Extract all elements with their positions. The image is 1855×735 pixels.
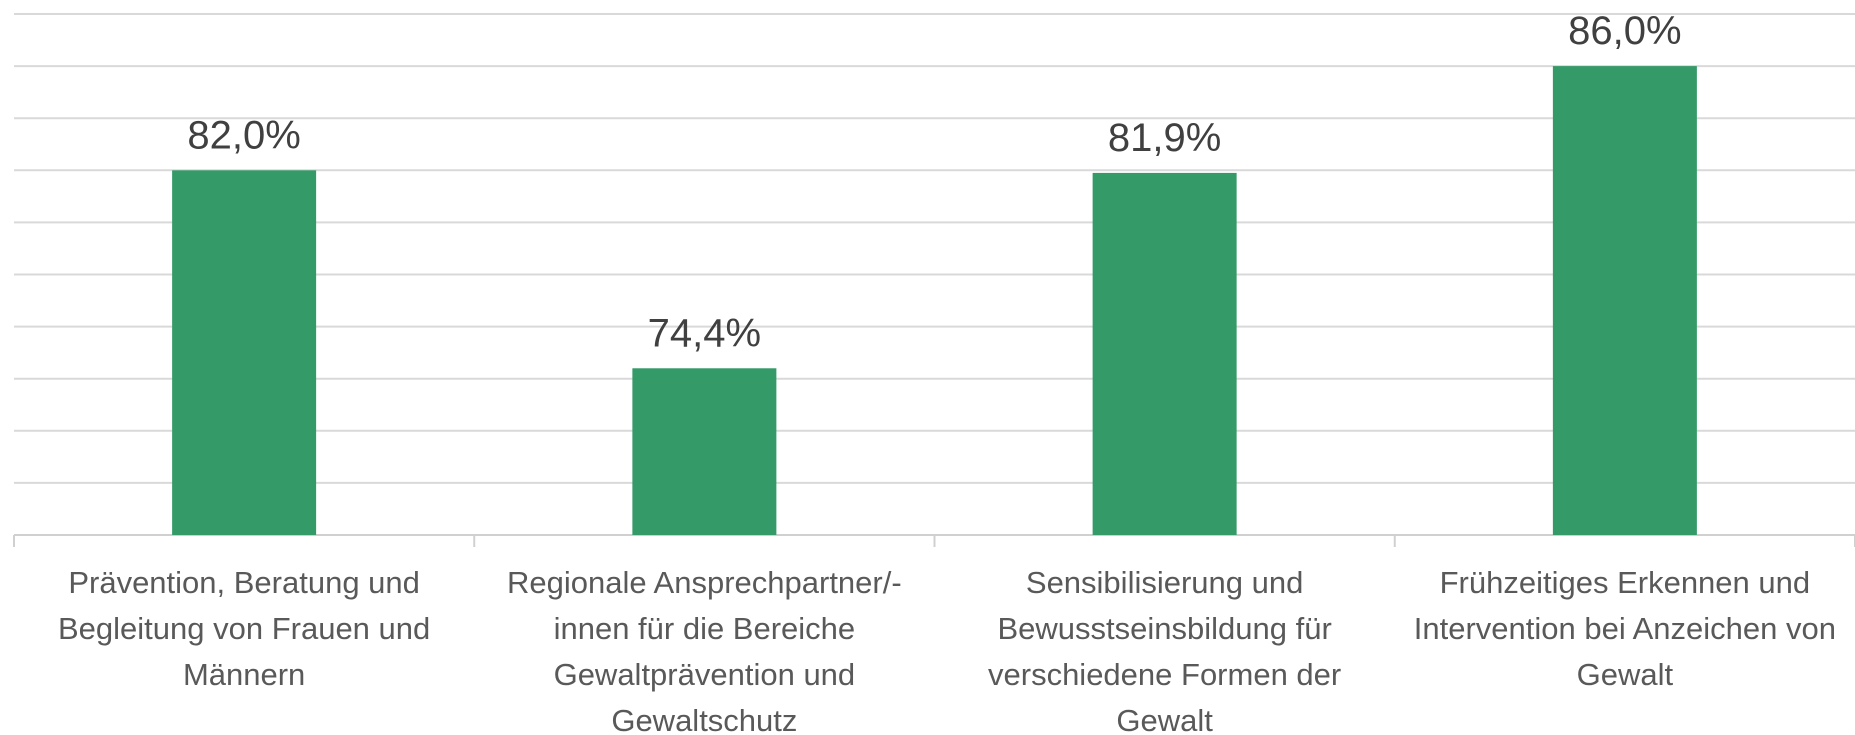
value-label: 81,9% xyxy=(1108,116,1221,160)
bar xyxy=(632,368,776,535)
bar xyxy=(172,170,316,535)
bar xyxy=(1553,66,1697,535)
x-tick-label: Frühzeitiges Erkennen und Intervention b… xyxy=(1401,560,1849,698)
value-label: 82,0% xyxy=(187,113,300,157)
value-label: 74,4% xyxy=(648,311,761,355)
value-label: 86,0% xyxy=(1568,9,1681,53)
chart: 82,0% 74,4% 81,9% 86,0% Prävention, Beratun… xyxy=(0,0,1855,735)
x-tick-label: Regionale Ansprechpartner/-innen für die… xyxy=(480,560,928,735)
x-tick-label: Prävention, Beratung und Begleitung von … xyxy=(20,560,468,698)
bar xyxy=(1093,173,1237,535)
x-tick-label: Sensibilisierung und Bewusstseinsbildung… xyxy=(941,560,1389,735)
